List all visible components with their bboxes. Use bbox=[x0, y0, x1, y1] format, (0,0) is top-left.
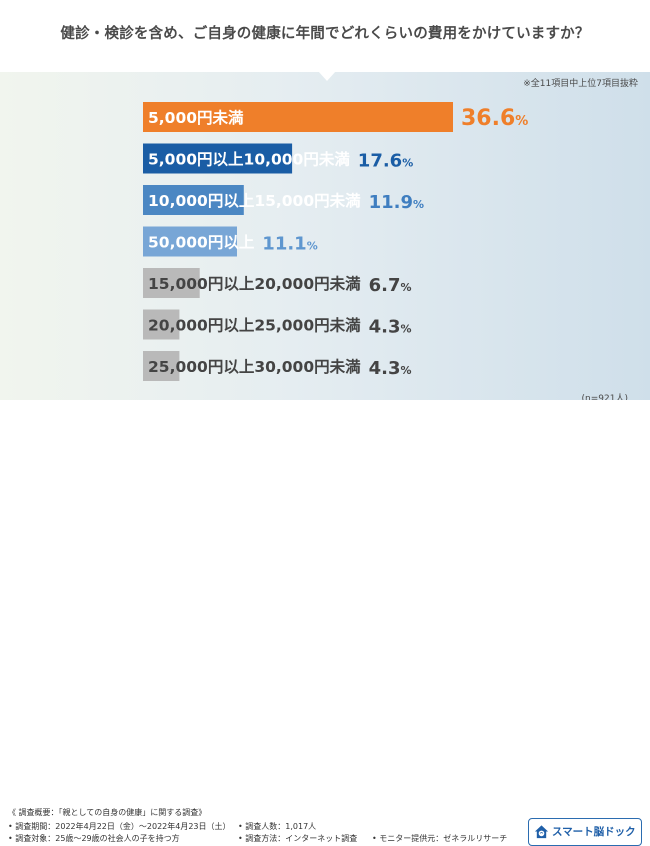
survey-provider: • モニター提供元：ゼネラルリサーチ bbox=[372, 834, 508, 843]
bar-7 bbox=[143, 351, 180, 381]
survey-target: • 調査対象：25歳～29歳の社会人の子を持つ方 bbox=[8, 834, 180, 843]
bar-label-1: 5,000円未満 bbox=[148, 108, 244, 127]
bar-label-2: 5,000円以上10,000円未満 bbox=[148, 150, 350, 169]
bar-3 bbox=[143, 185, 244, 215]
bar-value-4: 11.1% bbox=[262, 234, 317, 255]
bar-value-7: 4.3% bbox=[369, 358, 412, 379]
bar-value-6: 4.3% bbox=[369, 317, 412, 338]
survey-respondents: • 調査人数：1,017人 bbox=[238, 822, 317, 831]
footer: 《 調査概要：「親としての自身の健康」に関する調査》 • 調査期間：2022年4… bbox=[0, 400, 650, 846]
bar-chart: 5,000円未満 36.6% 5,000円以上10,000円未満 17.6% 10,00… bbox=[143, 102, 528, 381]
bar-value-5: 6.7% bbox=[369, 275, 412, 296]
bar-6 bbox=[143, 309, 180, 340]
survey-period: • 調査期間：2022年4月22日（金）～2022年4月23日（土） bbox=[8, 822, 231, 831]
house-brain-icon bbox=[534, 825, 549, 839]
bar-label-6: 20,000円以上25,000円未満 bbox=[148, 316, 361, 335]
bar-1 bbox=[143, 102, 453, 132]
survey-method: • 調査方法：インターネット調査 bbox=[238, 834, 358, 843]
smart-brain-dock-logo: スマート脳ドック bbox=[528, 818, 642, 846]
bar-label-7: 25,000円以上30,000円未満 bbox=[148, 357, 361, 376]
question-header: 健診・検診を含め、ご自身の健康に年間でどれくらいの費用をかけていますか？ bbox=[0, 0, 650, 72]
question-title: 健診・検診を含め、ご自身の健康に年間でどれくらいの費用をかけていますか？ bbox=[60, 26, 590, 42]
sample-size: (n=921人) bbox=[581, 394, 628, 404]
items-note: ※全11項目中上位7項目抜粋 bbox=[523, 79, 638, 89]
bar-5 bbox=[143, 268, 200, 298]
pointer-triangle bbox=[318, 71, 336, 81]
bar-label-4: 50,000円以上 bbox=[148, 234, 255, 252]
bar-2 bbox=[143, 143, 293, 174]
bar-value-2: 17.6% bbox=[358, 151, 413, 172]
bar-label-3: 10,000円以上15,000円未満 bbox=[148, 191, 361, 210]
bar-value-3: 11.9% bbox=[369, 192, 424, 213]
bar-4 bbox=[143, 226, 237, 257]
bar-value-1: 36.6% bbox=[461, 106, 528, 131]
bar-label-5: 15,000円以上20,000円未満 bbox=[148, 274, 361, 293]
logo-text: スマート脳ドック bbox=[552, 826, 636, 838]
survey-overview-title: 《 調査概要：「親としての自身の健康」に関する調査》 bbox=[8, 808, 207, 817]
